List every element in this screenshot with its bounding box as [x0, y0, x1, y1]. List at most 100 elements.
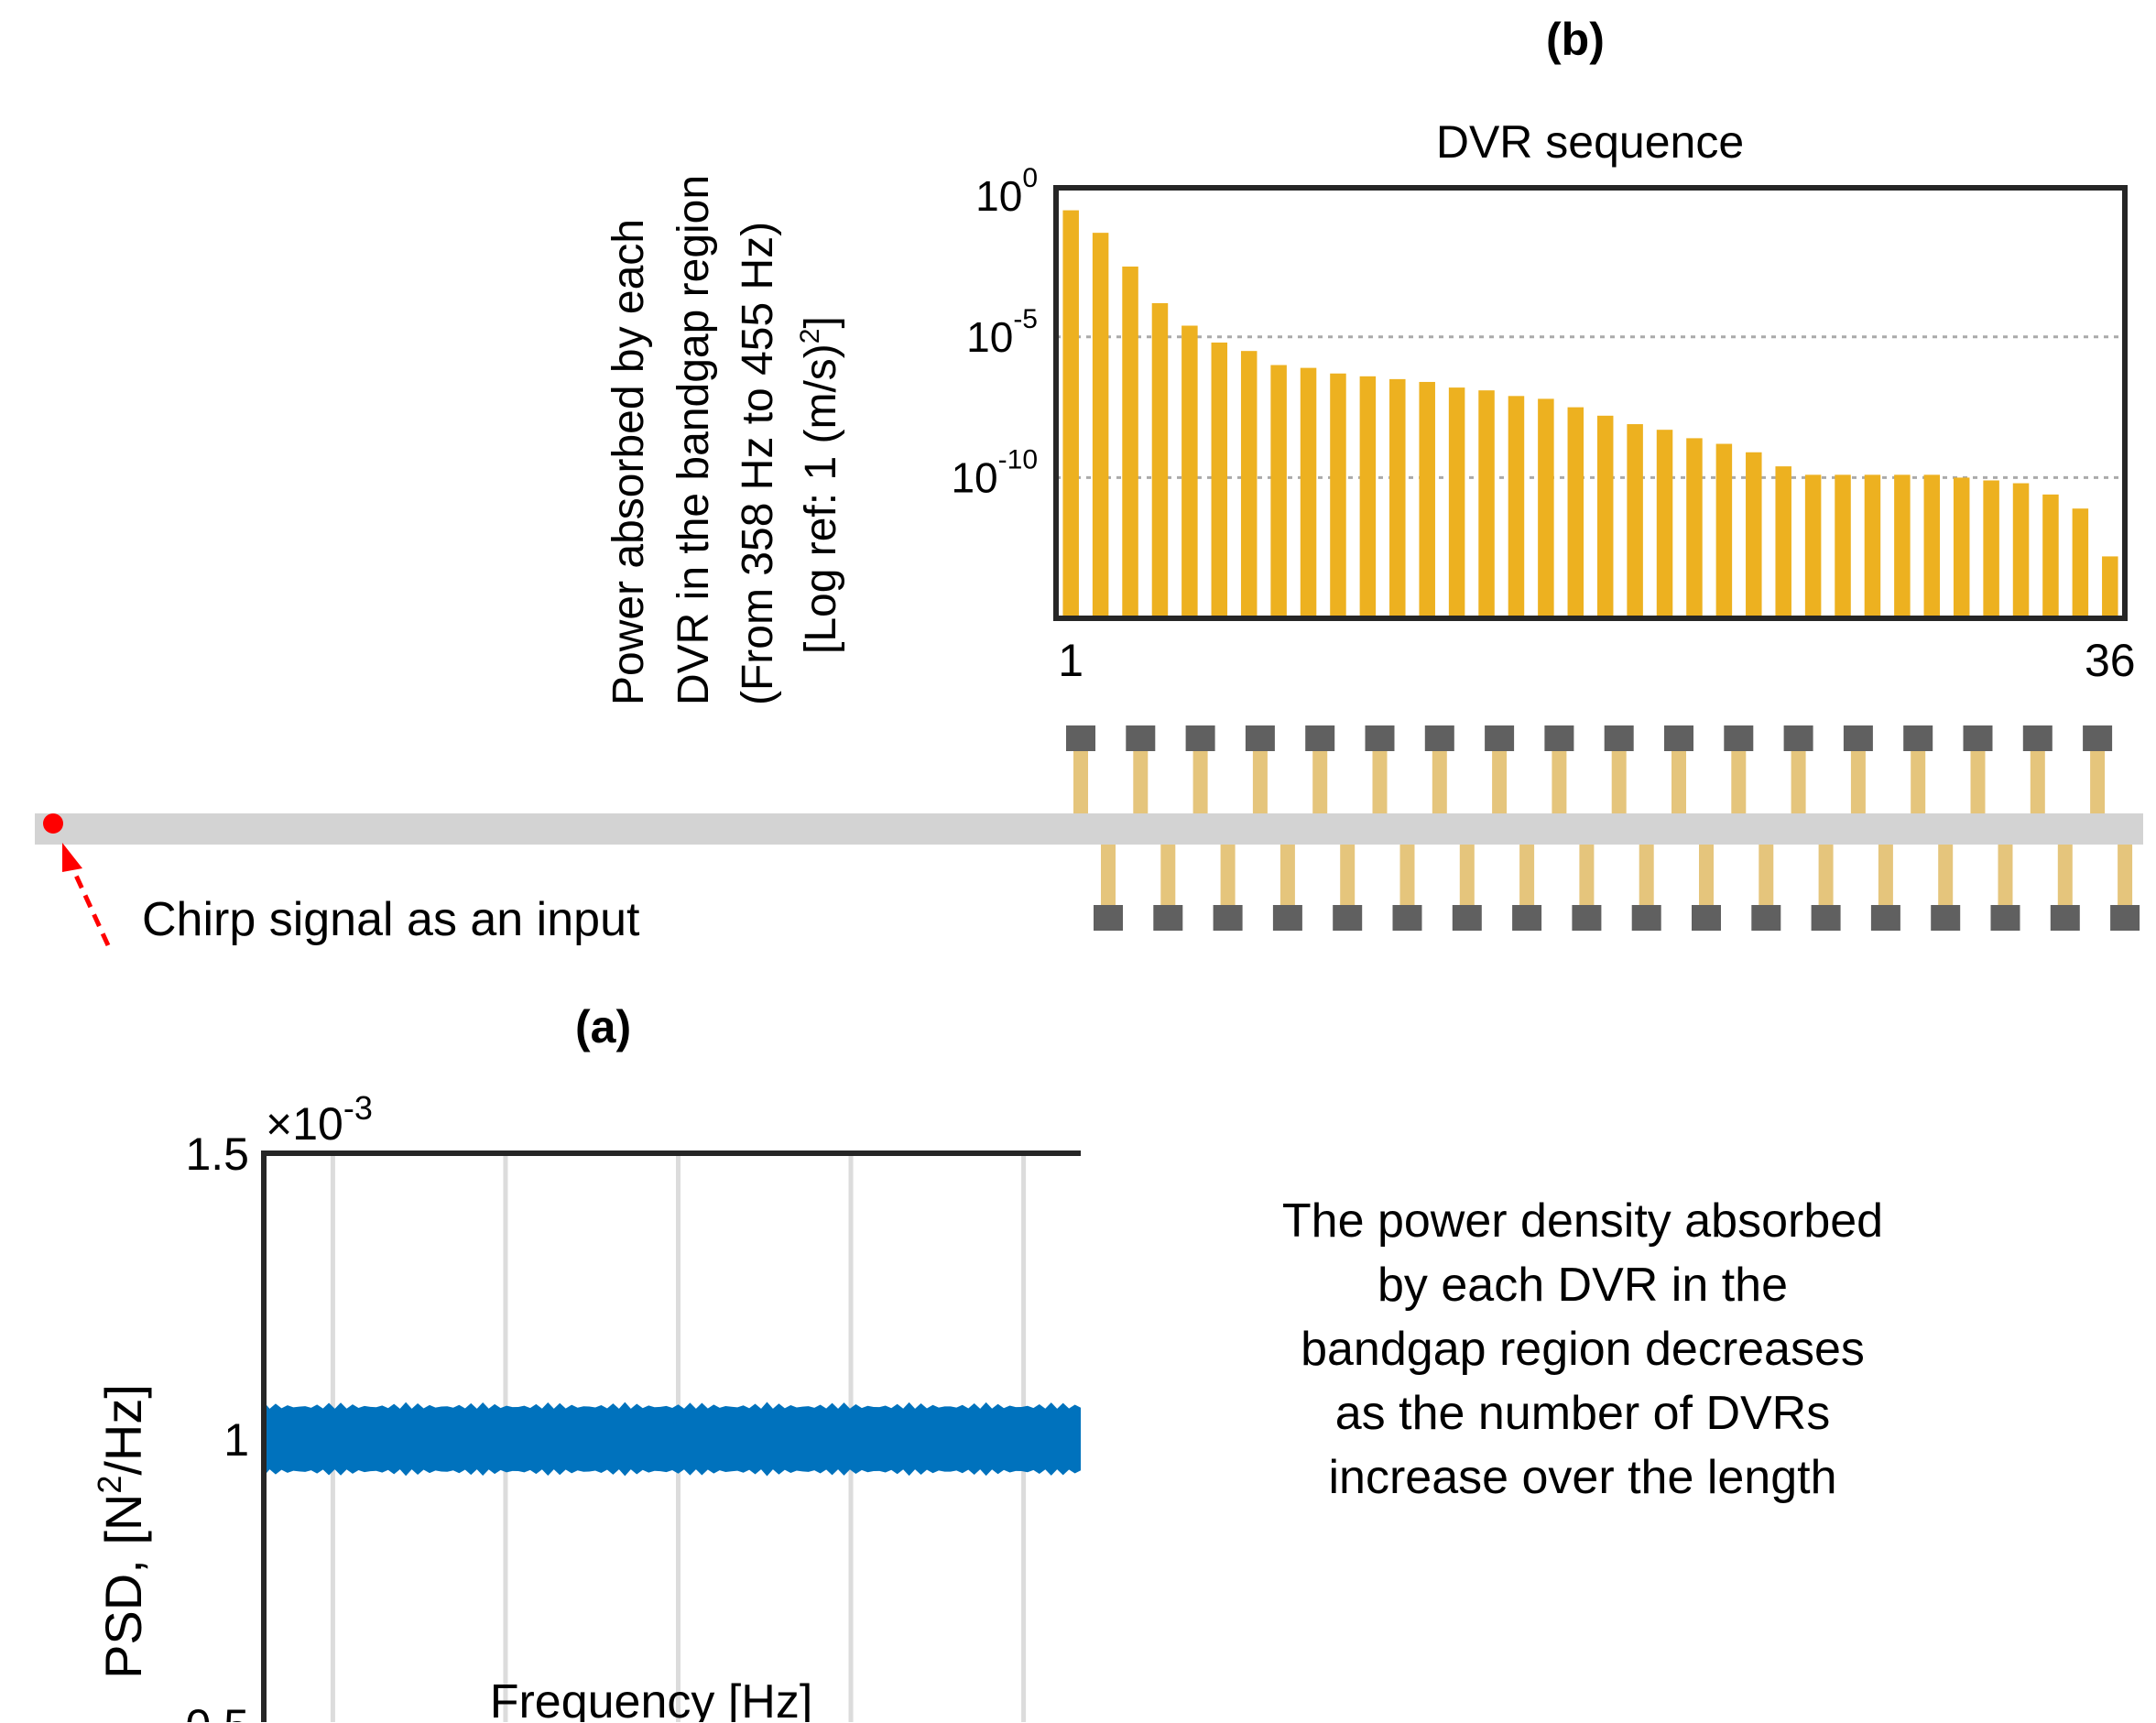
chart-b-frame: [1053, 185, 2128, 621]
dvr-mass-bottom: [1153, 905, 1183, 931]
input-arrow-head: [62, 843, 82, 872]
description-line-4: as the number of DVRs: [1334, 1387, 1831, 1440]
ylabel-line-4: [Log ref: 1 (m/s)2]: [795, 316, 845, 654]
ytick-label: 10-10: [951, 444, 1038, 501]
description-line-1: The power density absorbed: [1281, 1194, 1884, 1248]
psd-center-marker: [661, 1423, 695, 1456]
exponent-prefix: ×10: [266, 1098, 343, 1150]
dvr-mass-top: [1604, 725, 1634, 751]
dvr-mass-bottom: [1333, 905, 1363, 931]
dvr-mass-top: [1424, 725, 1454, 751]
dvr-mass-top: [1485, 725, 1515, 751]
ytick-label: 1: [223, 1414, 249, 1466]
beam-diagram: [35, 725, 2143, 947]
ylabel-sup: 2: [795, 329, 825, 344]
dvr-spring-top: [1970, 749, 1986, 813]
dvr-mass-bottom: [1990, 905, 2020, 931]
ylabel-sup-a: 2: [91, 1476, 128, 1494]
dvr-spring-bottom: [1101, 845, 1116, 921]
bar-dvr-17: [1538, 398, 1554, 618]
input-point-marker: [43, 813, 63, 834]
input-arrow: [65, 856, 111, 947]
bar-dvr-19: [1596, 415, 1614, 618]
bar-dvr-7: [1240, 351, 1258, 618]
bar-dvr-25: [1775, 466, 1791, 618]
dvr-mass-top: [1245, 725, 1275, 751]
bar-dvr-2: [1092, 233, 1109, 618]
bar-dvr-3: [1122, 267, 1138, 618]
chart-b-ylabel: Power absorbed by each DVR in the bandga…: [604, 175, 845, 705]
bar-dvr-10: [1330, 373, 1346, 618]
bar-dvr-29: [1894, 474, 1911, 618]
input-annotation: Chirp signal as an input: [142, 893, 640, 946]
dvr-mass-top: [1843, 725, 1873, 751]
dvr-spring-top: [1192, 749, 1208, 813]
ytick-label: 0.5: [185, 1700, 249, 1722]
ylabel-tail: /Hz]: [94, 1384, 152, 1476]
ytick-label: 1.5: [185, 1129, 249, 1180]
dvr-spring-bottom: [1160, 845, 1176, 921]
bar-dvr-5: [1181, 325, 1198, 618]
bar-dvr-21: [1656, 430, 1673, 618]
dvr-spring-top: [1492, 749, 1508, 813]
bar-dvr-22: [1686, 438, 1703, 618]
description: The power density absorbed by each DVR i…: [1207, 1189, 1958, 1510]
dvr-mass-bottom: [1572, 905, 1602, 931]
bar-dvr-4: [1151, 302, 1169, 618]
bar-dvr-9: [1300, 367, 1317, 618]
dvr-mass-bottom: [1692, 905, 1721, 931]
dvr-mass-bottom: [1452, 905, 1482, 931]
bar-dvr-32: [1983, 480, 1999, 618]
xtick-label: 1: [1058, 635, 1083, 686]
dvr-spring-bottom: [1340, 845, 1356, 921]
dvr-spring-bottom: [1579, 845, 1595, 921]
ylabel-line-4-tail: ]: [797, 316, 845, 328]
bar-dvr-33: [2012, 483, 2030, 618]
dvr-spring-bottom: [2057, 845, 2073, 921]
panel-b-label: (b): [1546, 14, 1605, 65]
ylabel-line-3: (From 358 Hz to 455 Hz): [734, 222, 782, 705]
dvr-mass-top: [1126, 725, 1156, 751]
dvr-spring-top: [1911, 749, 1926, 813]
dvr-spring-top: [1791, 749, 1806, 813]
dvr-spring-top: [2090, 749, 2106, 813]
dvr-mass-bottom: [1751, 905, 1781, 931]
chart-a-psd: 3004005006007000.511.5 ×10-3 Frequency […: [91, 1089, 1081, 1722]
dvr-mass-bottom: [1213, 905, 1243, 931]
bar-dvr-30: [1923, 474, 1941, 618]
dvr-mass-top: [1066, 725, 1095, 751]
dvr-spring-top: [1611, 749, 1627, 813]
bar-dvr-1: [1062, 210, 1079, 618]
bar-dvr-6: [1211, 342, 1228, 618]
dvr-mass-bottom: [1931, 905, 1961, 931]
dvr-spring-top: [1372, 749, 1388, 813]
dvr-mass-top: [1544, 725, 1574, 751]
dvr-spring-top: [1552, 749, 1567, 813]
bar-dvr-34: [2042, 494, 2059, 618]
dvr-mass-bottom: [1392, 905, 1422, 931]
dvr-mass-bottom: [2110, 905, 2140, 931]
bar-dvr-28: [1864, 474, 1881, 618]
bar-dvr-14: [1448, 387, 1465, 618]
dvr-mass-top: [1305, 725, 1335, 751]
dvr-mass-bottom: [1870, 905, 1900, 931]
dvr-spring-bottom: [1220, 845, 1236, 921]
ylabel-line-2: DVR in the bandgap region: [670, 175, 718, 705]
dvr-spring-bottom: [1759, 845, 1774, 921]
dvr-mass-bottom: [1512, 905, 1542, 931]
dvr-mass-bottom: [1094, 905, 1123, 931]
dvr-spring-bottom: [1938, 845, 1954, 921]
ylabel-line-4-main: [Log ref: 1 (m/s): [797, 344, 845, 654]
dvr-spring-bottom: [1998, 845, 2013, 921]
dvr-mass-top: [1664, 725, 1693, 751]
bar-dvr-15: [1478, 390, 1495, 618]
bar-dvr-35: [2072, 508, 2089, 618]
chart-a-frame: [261, 1150, 1081, 1722]
bar-dvr-11: [1359, 376, 1377, 618]
dvr-mass-bottom: [1272, 905, 1302, 931]
dvr-mass-bottom: [2050, 905, 2080, 931]
dvr-spring-top: [1073, 749, 1088, 813]
exponent-power: -3: [343, 1089, 373, 1127]
chart-a-xlabel: Frequency [Hz]: [490, 1675, 813, 1722]
dvr-spring-bottom: [1399, 845, 1415, 921]
